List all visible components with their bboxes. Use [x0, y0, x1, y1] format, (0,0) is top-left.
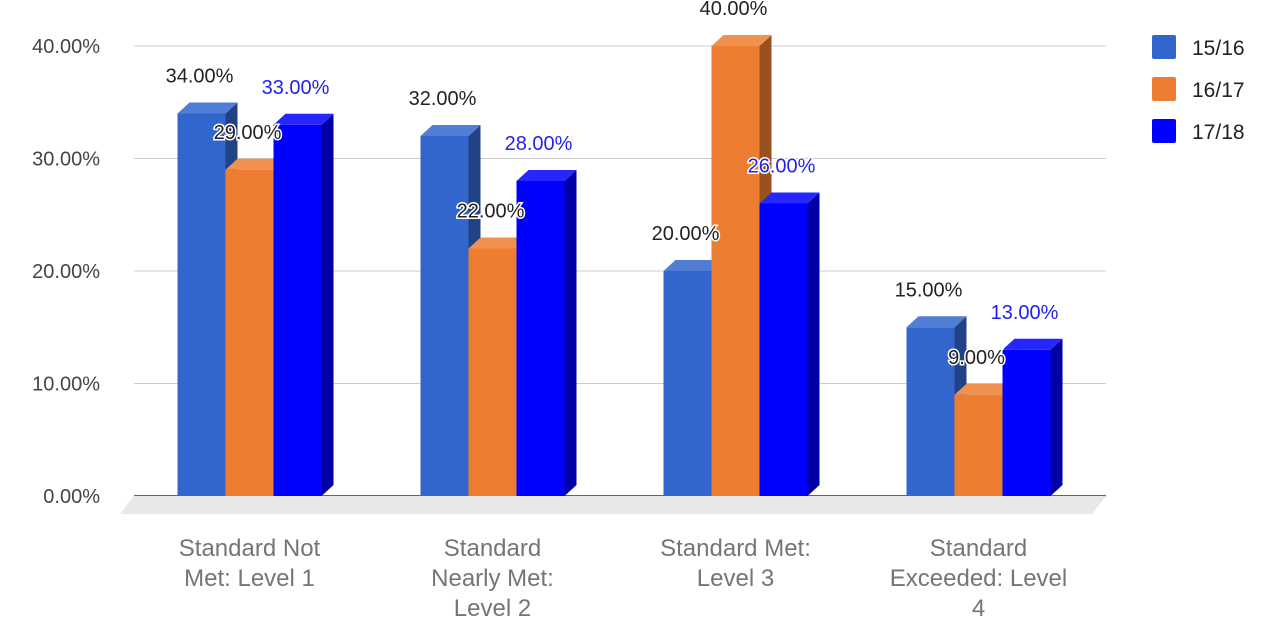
legend-item: 17/18 [1152, 119, 1245, 144]
bar-top [711, 35, 772, 46]
bar-front [225, 169, 274, 496]
data-label: 20.00% [652, 223, 720, 245]
bar-front [516, 181, 565, 496]
data-label: 40.00% [700, 0, 768, 20]
bar-top [663, 260, 724, 271]
legend-label: 16/17 [1192, 79, 1245, 102]
data-label: 15.00% [895, 279, 963, 301]
data-label: 22.00% [457, 201, 525, 223]
bar-top [1002, 338, 1063, 350]
bar [420, 125, 481, 496]
bar-front [759, 203, 808, 496]
category-label: Standard Not Met: Level 1 [179, 535, 321, 592]
bar-front [468, 248, 517, 496]
bar-front [663, 271, 712, 496]
legend: 15/16 16/17 17/18 [1152, 35, 1245, 144]
data-label: 28.00% [505, 133, 573, 155]
bar-top [759, 192, 820, 204]
data-label: 34.00% [166, 66, 234, 88]
bar-top [177, 102, 238, 114]
data-label: 29.00% [214, 122, 282, 144]
legend-swatch [1152, 77, 1176, 101]
data-labels: 34.00% 29.00% 33.00% 32.00% 22.00% 28.00% 20.0… [164, 0, 1060, 370]
bar-top [468, 237, 529, 249]
legend-item: 15/16 [1152, 35, 1245, 60]
bar-front [1002, 349, 1051, 496]
bar-front [711, 46, 760, 496]
bar-side [807, 192, 820, 496]
y-tick-label: 0.00% [43, 486, 100, 508]
data-label: 32.00% [409, 88, 477, 110]
category-label: Standard Exceeded: Level 4 [890, 535, 1067, 622]
data-label: 33.00% [262, 77, 330, 99]
bar-top [954, 383, 1015, 395]
bar [759, 192, 820, 496]
bar-front [420, 136, 469, 496]
y-axis-ticks: 0.00% 10.00% 20.00% 30.00% 40.00% [32, 36, 100, 508]
category-label: Standard Met: Level 3 [660, 535, 811, 592]
y-tick-label: 30.00% [32, 149, 100, 171]
bar-top [906, 316, 967, 328]
bar [516, 170, 577, 496]
data-label: 13.00% [991, 302, 1059, 324]
legend-label: 15/16 [1192, 37, 1245, 60]
legend-swatch [1152, 35, 1176, 59]
legend-item: 16/17 [1152, 77, 1245, 102]
bars [177, 35, 1063, 496]
bar-top [225, 158, 286, 170]
bar-front [906, 327, 955, 496]
bar-side [1050, 338, 1063, 496]
category-label: Standard Nearly Met: Level 2 [431, 535, 554, 622]
y-tick-label: 20.00% [32, 261, 100, 283]
chart-floor-plane [120, 496, 1106, 514]
bar-front [177, 113, 226, 496]
data-label: 9.00% [948, 347, 1005, 369]
bar-side [564, 170, 577, 496]
legend-label: 17/18 [1192, 121, 1245, 144]
legend-swatch [1152, 119, 1176, 143]
bar-front [273, 124, 322, 496]
chart-floor [120, 496, 1106, 514]
x-axis-categories: Standard Not Met: Level 1 Standard Nearly M… [179, 535, 1067, 622]
y-tick-label: 10.00% [32, 374, 100, 396]
y-tick-label: 40.00% [32, 36, 100, 58]
data-label: 26.00% [748, 156, 816, 178]
bar-top [273, 113, 334, 125]
bar-side [321, 113, 334, 496]
bar [273, 113, 334, 496]
bar-top [420, 125, 481, 136]
bar [1002, 338, 1063, 496]
bar-front [954, 394, 1003, 496]
bar-top [516, 170, 577, 181]
